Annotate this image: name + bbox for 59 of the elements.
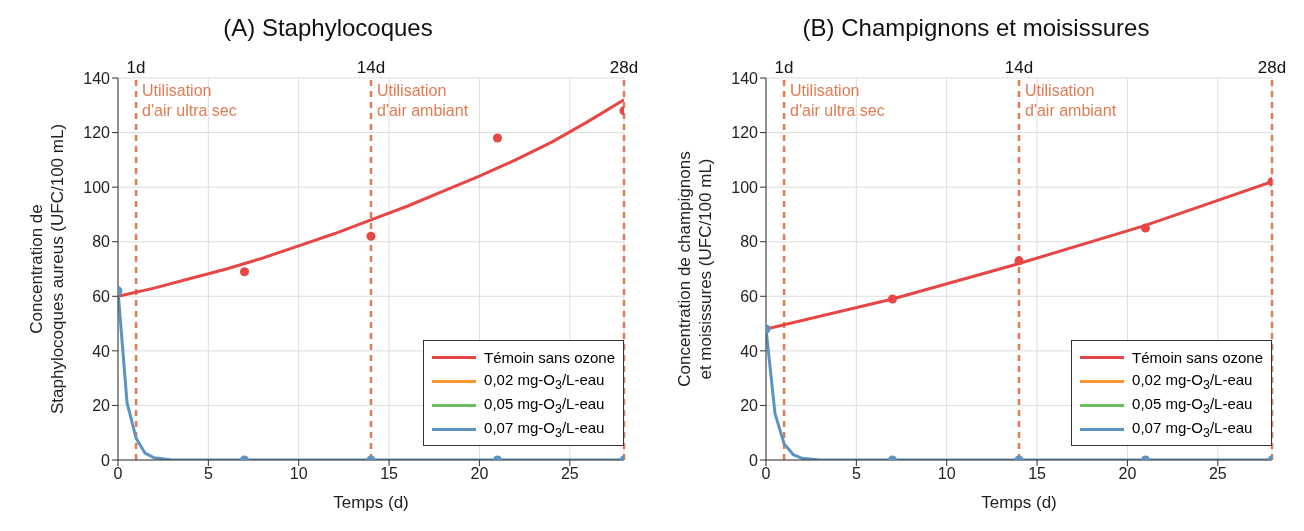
legend-label: 0,05 mg-O$_{3}$/L-eau [484,394,605,416]
legend-label: 0,02 mg-O$_{3}$/L-eau [1132,370,1253,392]
x-tick-label: 15 [380,465,399,483]
annotation: Utilisation d'air ultra sec [142,82,237,119]
y-tick-label: 40 [92,342,111,360]
y-tick-label: 100 [83,178,111,196]
legend-label: Témoin sans ozone [1132,348,1263,366]
x-tick-label: 10 [937,465,956,483]
point [239,267,250,277]
x-tick-label: 25 [1208,465,1227,483]
point [1140,223,1151,233]
x-axis-title: Temps (d) [981,493,1057,512]
y-tick-label: 0 [101,451,111,469]
annotation: Utilisation d'air ultra sec [790,82,885,119]
x-tick-label: 0 [761,465,771,483]
x-tick-label: 0 [113,465,123,483]
point [1014,256,1024,266]
y-tick-label: 40 [740,342,759,360]
chart-title: (B) Champignons et moisissures [801,13,1151,43]
ref-line-label: 14d [1004,58,1034,77]
point [492,133,503,143]
legend-label: 0,05 mg-O$_{3}$/L-eau [1132,394,1253,416]
y-tick-label: 60 [92,287,111,305]
y-tick-label: 60 [740,287,759,305]
x-tick-label: 5 [851,465,861,483]
y-axis-title: Concentration de Staphylocoques aureus (UFC/100 mL) [27,123,67,415]
point [887,294,898,304]
ref-line-label: 28d [609,58,639,77]
y-tick-label: 120 [731,124,759,142]
y-tick-label: 80 [92,233,111,251]
legend-label: 0,02 mg-O$_{3}$/L-eau [484,370,605,392]
x-tick-label: 5 [203,465,213,483]
legend-label: Témoin sans ozone [484,348,615,366]
y-tick-label: 140 [83,69,111,87]
y-tick-label: 20 [740,397,759,415]
x-tick-label: 10 [289,465,308,483]
x-tick-label: 20 [470,465,489,483]
x-tick-label: 25 [560,465,579,483]
annotation: Utilisation d'air ambiant [1025,82,1117,119]
y-tick-label: 20 [92,397,111,415]
chart-title: (A) Staphylocoques [222,13,434,43]
annotation: Utilisation d'air ambiant [377,82,469,119]
y-axis-title: Concentration de champignons et moisissures (UFC/100 mL) [675,151,715,387]
ref-line-label: 1d [774,58,794,77]
legend-label: 0,07 mg-O$_{3}$/L-eau [484,418,605,440]
legend-label: 0,07 mg-O$_{3}$/L-eau [1132,418,1253,440]
ref-line-label: 28d [1257,58,1287,77]
y-tick-label: 0 [749,451,759,469]
y-tick-label: 100 [731,178,759,196]
y-tick-label: 80 [740,233,759,251]
y-tick-label: 120 [83,124,111,142]
ref-line-label: 1d [126,58,146,77]
x-axis-title: Temps (d) [333,493,409,512]
x-tick-label: 20 [1118,465,1137,483]
y-tick-label: 140 [731,69,759,87]
line-series [118,98,624,298]
x-tick-label: 15 [1028,465,1047,483]
ref-line-label: 14d [356,58,386,77]
point [366,231,376,241]
